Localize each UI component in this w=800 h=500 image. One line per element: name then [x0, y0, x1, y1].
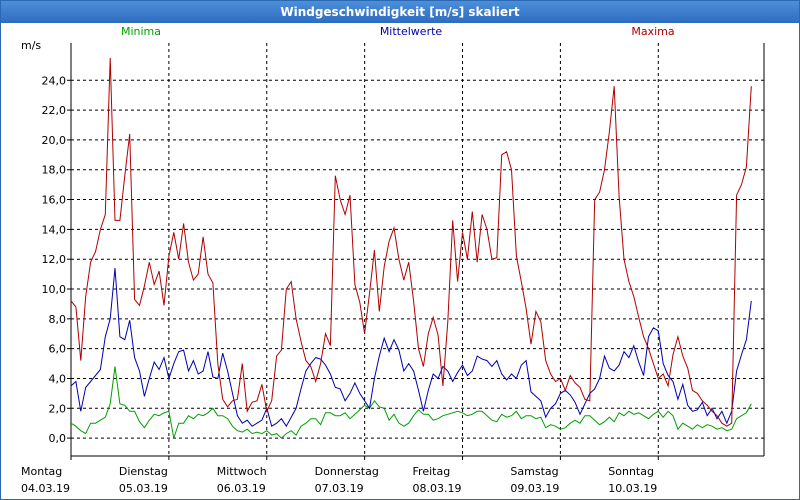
y-tick-label: 16,0 — [42, 194, 67, 207]
plot-area — [71, 43, 764, 456]
x-tick-date-label: 06.03.19 — [217, 482, 266, 495]
wind-speed-chart: 0,0 2,0 4,0 6,0 8,0 10,0 12,0 14,0 16,0 18,0 20,0 2… — [21, 25, 765, 495]
x-tick-day-label: Donnerstag — [315, 465, 379, 478]
y-tick-label: 20,0 — [42, 134, 67, 147]
y-tick-label: 22,0 — [42, 104, 67, 117]
y-tick-label: 14,0 — [42, 223, 67, 236]
y-tick-label: 0,0 — [49, 432, 67, 445]
chart-title: Windgeschwindigkeit [m/s] skaliert — [1, 1, 799, 23]
y-tick-label: 4,0 — [49, 372, 67, 385]
x-tick-date-label: 10.03.19 — [608, 482, 657, 495]
x-tick-date-label: 05.03.19 — [119, 482, 168, 495]
x-tick-day-label: Freitag — [413, 465, 451, 478]
x-tick-day-label: Samstag — [510, 465, 558, 478]
x-tick-day-label: Sonntag — [608, 465, 654, 478]
x-tick-day-label: Montag — [21, 465, 62, 478]
y-tick-label: 10,0 — [42, 283, 67, 296]
x-tick-date-label: 08.03.19 — [413, 482, 462, 495]
y-tick-label: 12,0 — [42, 253, 67, 266]
series-line-maxima — [70, 57, 752, 427]
y-tick-label: 6,0 — [49, 343, 67, 356]
legend-maxima: Maxima — [631, 25, 674, 38]
y-tick-label: 18,0 — [42, 164, 67, 177]
x-tick-date-label: 07.03.19 — [315, 482, 364, 495]
x-tick-date-label: 04.03.19 — [21, 482, 70, 495]
x-tick-day-label: Dienstag — [119, 465, 168, 478]
series-line-minima — [70, 366, 752, 439]
y-axis-label: m/s — [21, 39, 41, 52]
x-tick-date-label: 09.03.19 — [510, 482, 559, 495]
legend-minima: Minima — [121, 25, 161, 38]
series-line-mittelwerte — [70, 268, 752, 428]
legend-mittelwerte: Mittelwerte — [380, 25, 443, 38]
y-tick-label: 24,0 — [42, 74, 67, 87]
y-tick-label: 2,0 — [49, 402, 67, 415]
y-tick-label: 8,0 — [49, 313, 67, 326]
x-tick-day-label: Mittwoch — [217, 465, 267, 478]
